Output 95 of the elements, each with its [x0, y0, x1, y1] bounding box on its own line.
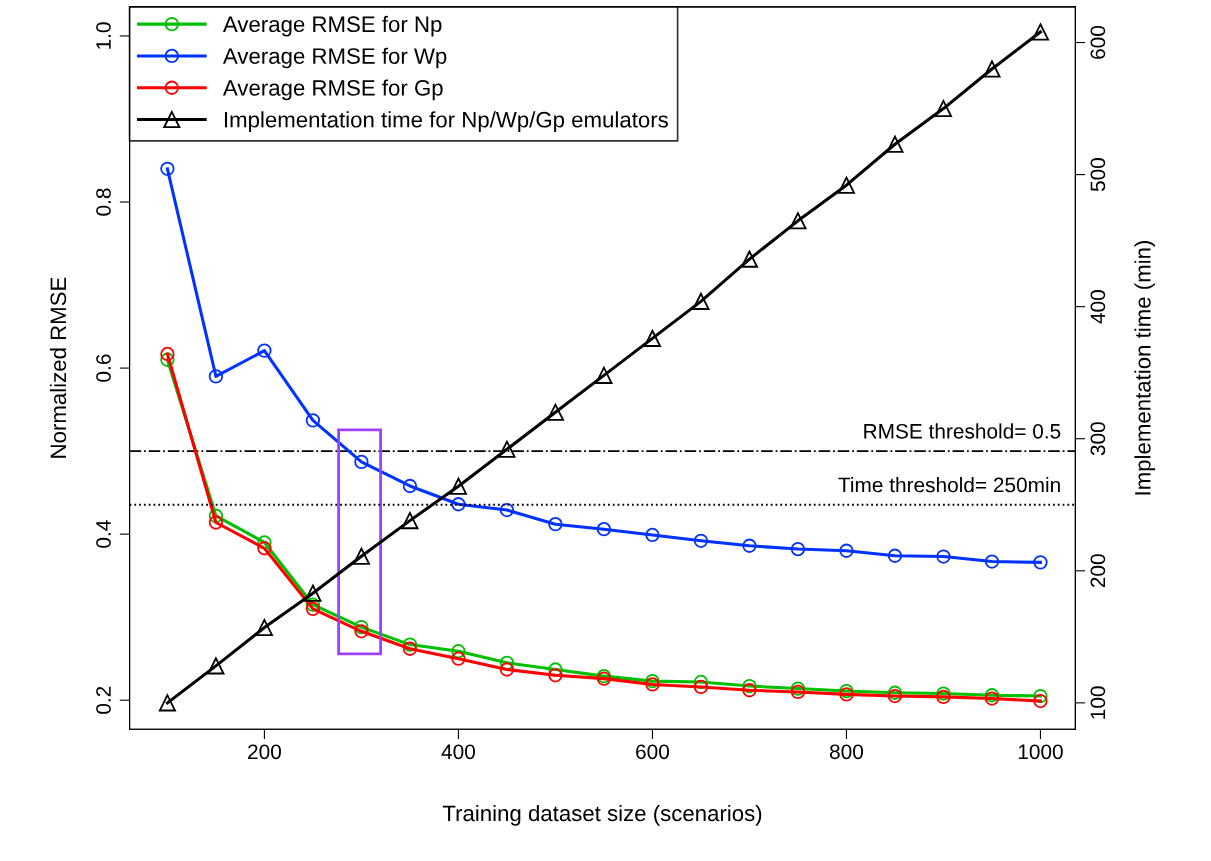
y2-tick-label: 500 [1090, 158, 1106, 192]
point [839, 683, 854, 699]
point [548, 517, 563, 532]
point [839, 543, 854, 558]
point [449, 477, 467, 495]
point [596, 522, 612, 537]
point [936, 549, 951, 564]
point [887, 688, 903, 704]
x-tick-label: 200 [248, 744, 281, 760]
point [887, 548, 903, 563]
point [693, 679, 709, 695]
point [934, 100, 952, 118]
y-tick-label: 0.6 [96, 354, 111, 382]
point [499, 502, 515, 518]
point [1031, 23, 1049, 41]
point [693, 533, 709, 548]
y2-tick-label: 200 [1090, 554, 1106, 588]
point [354, 624, 369, 639]
point [304, 584, 322, 602]
point [208, 369, 224, 384]
point [837, 176, 855, 194]
point [740, 250, 758, 268]
x-axis-title: Training dataset size (scenarios) [442, 804, 762, 826]
point [402, 641, 418, 656]
y-axis-title: Normalized RMSE [49, 277, 67, 458]
point [645, 527, 660, 543]
point [936, 686, 951, 701]
point [451, 497, 466, 512]
point [742, 683, 757, 698]
point [257, 343, 272, 358]
point [595, 366, 613, 384]
point [742, 538, 757, 553]
x-tick-label: 800 [829, 744, 863, 760]
point [887, 685, 903, 700]
point [451, 651, 466, 666]
x-tick-label: 400 [441, 744, 475, 760]
legend-label: Average RMSE for Wp [222, 47, 447, 69]
point [984, 554, 1000, 569]
x-tick-label: 600 [636, 744, 669, 760]
ref-line-label: RMSE threshold= 0.5 [864, 423, 1061, 439]
point [160, 161, 175, 176]
point [1033, 555, 1048, 570]
point [305, 597, 321, 612]
point [208, 515, 224, 530]
point [402, 637, 418, 652]
point [305, 413, 321, 428]
y2-tick-label: 300 [1090, 422, 1106, 456]
point [257, 535, 272, 550]
point [692, 292, 710, 310]
point [790, 684, 806, 700]
point [643, 329, 661, 347]
y2-tick-label: 400 [1090, 290, 1106, 324]
legend-label: Average RMSE for Np [222, 15, 442, 37]
point [451, 644, 466, 659]
y-tick-label: 0.4 [96, 520, 111, 548]
point [645, 673, 660, 689]
y2-tick-label: 100 [1090, 686, 1106, 719]
ref-line-label: Time threshold= 250min [838, 477, 1060, 493]
point [1033, 688, 1048, 704]
point [158, 694, 176, 712]
point [354, 454, 369, 470]
y2-tick-label: 600 [1090, 25, 1106, 59]
point [208, 508, 224, 524]
point [1033, 693, 1048, 709]
point [546, 403, 564, 421]
point [257, 541, 272, 556]
point [354, 619, 369, 635]
point [160, 346, 175, 362]
point [255, 619, 273, 637]
point [207, 657, 225, 675]
point [499, 662, 515, 677]
point [352, 547, 370, 565]
point [983, 60, 1001, 78]
x-tick-label: 1000 [1018, 744, 1063, 760]
point [645, 677, 660, 692]
point [693, 674, 709, 690]
legend-label: Average RMSE for Gp [222, 79, 443, 101]
point [742, 678, 757, 694]
point [790, 541, 806, 557]
point [305, 601, 321, 617]
point [402, 478, 418, 494]
point [936, 689, 951, 705]
y-tick-label: 0.2 [96, 686, 111, 714]
point [498, 440, 516, 458]
point [548, 668, 563, 683]
y2-axis-title: Implementation time (min) [1134, 241, 1156, 495]
point [160, 352, 175, 367]
legend-label: Implementation time for Np/Wp/Gp emulators [224, 111, 668, 132]
point [789, 212, 807, 230]
point [401, 512, 419, 530]
y-tick-label: 1.0 [96, 22, 111, 49]
point [839, 687, 854, 702]
point [790, 681, 806, 696]
point [886, 135, 904, 153]
y-tick-label: 0.8 [96, 188, 111, 216]
